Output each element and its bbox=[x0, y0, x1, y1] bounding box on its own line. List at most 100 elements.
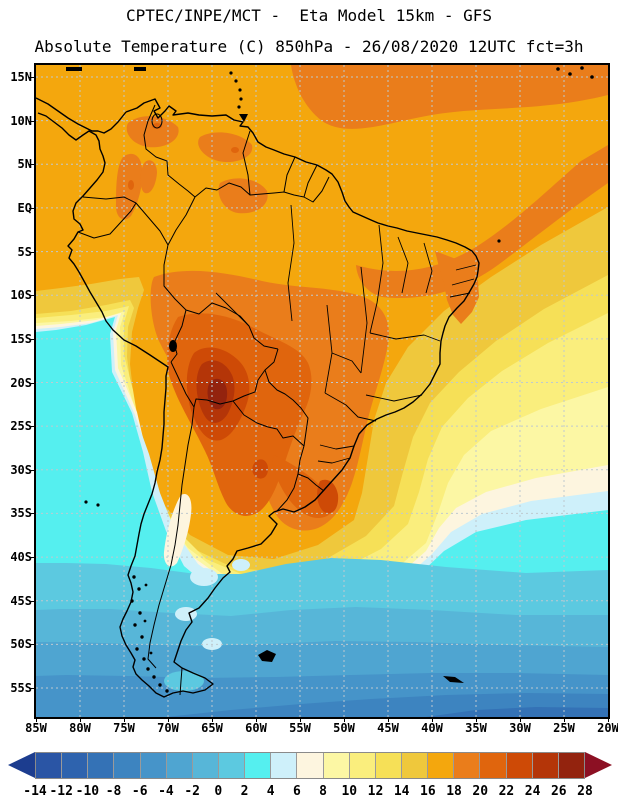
lon-tick-label: 30W bbox=[509, 721, 531, 735]
lat-tick-mark bbox=[29, 557, 34, 559]
country-borders bbox=[77, 104, 330, 696]
juan-fernandez-island-2 bbox=[96, 503, 100, 507]
colorbar-cell-14-to-16 bbox=[400, 753, 428, 778]
lon-tick-label: 60W bbox=[245, 721, 267, 735]
fernando-de-noronha-island bbox=[497, 239, 501, 243]
colorbar-left-arrow bbox=[8, 752, 35, 778]
colorbar-tick-label: 18 bbox=[446, 784, 462, 799]
colorbar-tick-label: 14 bbox=[393, 784, 410, 799]
lat-tick-mark bbox=[29, 251, 34, 253]
colorbar-tick-label: 28 bbox=[577, 784, 593, 799]
trinidad-island bbox=[239, 114, 248, 122]
temperature-contour-map bbox=[36, 65, 608, 717]
lat-tick-mark bbox=[29, 164, 34, 166]
colorbar-cell-22-to-24 bbox=[505, 753, 532, 778]
lat-tick-mark bbox=[29, 469, 34, 471]
colorbar-cell--4-to--2 bbox=[165, 753, 192, 778]
lat-tick-mark bbox=[29, 295, 34, 297]
colorbar-tick-label: -14 bbox=[23, 784, 47, 799]
central-hot-core bbox=[150, 251, 479, 531]
lat-tick-label: 5S bbox=[17, 244, 32, 259]
northern-warm-patches bbox=[115, 65, 608, 299]
latitude-gridlines bbox=[36, 76, 608, 689]
colorbar-tick-label: 10 bbox=[341, 784, 358, 799]
colorbar-tick-label: 22 bbox=[498, 784, 515, 799]
lat-tick-label: 15N bbox=[10, 70, 32, 84]
lon-tick-mark bbox=[256, 717, 257, 722]
lat-tick-label: 40S bbox=[10, 550, 32, 565]
lon-tick-label: 55W bbox=[289, 721, 311, 735]
lon-tick-mark bbox=[80, 717, 81, 722]
map-frame bbox=[34, 63, 610, 719]
lat-tick-mark bbox=[29, 207, 34, 209]
colorbar-tick-label: 16 bbox=[420, 784, 436, 799]
page-title: CPTEC/INPE/MCT - Eta Model 15km - GFS bbox=[125, 6, 493, 25]
colorbar-tick-label: 6 bbox=[292, 784, 301, 799]
lon-tick-label: 50W bbox=[333, 721, 355, 735]
colorbar-cell-18-to-20 bbox=[453, 753, 480, 778]
lon-tick-label: 65W bbox=[201, 721, 223, 735]
chilean-fjords-speckle bbox=[130, 575, 169, 693]
lat-tick-label: 10N bbox=[10, 113, 32, 128]
graticule bbox=[36, 65, 608, 717]
page-subtitle: Absolute Temperature (C) 850hPa - 26/08/… bbox=[34, 37, 584, 56]
lat-tick-mark bbox=[29, 688, 34, 689]
lon-tick-mark bbox=[36, 717, 37, 722]
colorbar-tick-label: 8 bbox=[319, 784, 328, 799]
colorbar-tick-label: 2 bbox=[240, 784, 249, 799]
lat-tick-label: 10S bbox=[10, 288, 32, 303]
colorbar-cell-12-to-14 bbox=[374, 753, 401, 778]
lon-tick-label: 70W bbox=[157, 721, 179, 735]
colorbar-cell--2-to-0 bbox=[191, 753, 218, 778]
lat-tick-label: 35S bbox=[10, 506, 32, 521]
lon-tick-mark bbox=[564, 717, 565, 722]
lat-tick-mark bbox=[29, 382, 34, 384]
lon-tick-label: 45W bbox=[377, 721, 399, 735]
longitude-gridlines bbox=[79, 65, 565, 717]
puerto-rico-fragment bbox=[134, 67, 146, 71]
lat-tick-label: 25S bbox=[10, 419, 32, 434]
lon-tick-label: 20W bbox=[597, 721, 618, 735]
coastlines bbox=[36, 97, 480, 698]
colorbar-cell--14-to--12 bbox=[36, 753, 62, 778]
lat-tick-label: 55S bbox=[10, 681, 32, 695]
colorbar-tick-label: -8 bbox=[105, 784, 122, 799]
lat-tick-mark bbox=[29, 513, 34, 515]
colorbar-tick-label: -2 bbox=[184, 784, 200, 799]
lat-tick-mark bbox=[29, 600, 34, 602]
lat-tick-label: 20S bbox=[10, 375, 32, 390]
lon-tick-label: 85W bbox=[25, 721, 47, 735]
lon-tick-label: 40W bbox=[421, 721, 443, 735]
colorbar-tick-label: 4 bbox=[266, 784, 275, 799]
colorbar-tick-label: 24 bbox=[524, 784, 541, 799]
colorbar-tick-label: -4 bbox=[158, 784, 174, 799]
lon-tick-mark bbox=[476, 717, 477, 722]
lon-tick-mark bbox=[608, 717, 609, 722]
colorbar-tick-label: 0 bbox=[214, 784, 223, 799]
colorbar-tick-label: -6 bbox=[131, 784, 148, 799]
colorbar-cell-6-to-8 bbox=[296, 753, 323, 778]
colorbar-cell-20-to-22 bbox=[479, 753, 506, 778]
colorbar-cell-10-to-12 bbox=[348, 753, 375, 778]
colorbar-cell-4-to-6 bbox=[270, 753, 297, 778]
state-borders bbox=[215, 204, 477, 464]
colorbar-right-arrow bbox=[585, 752, 612, 778]
central-america-coastline bbox=[36, 97, 127, 134]
lon-tick-label: 35W bbox=[465, 721, 487, 735]
colorbar-cell-24-to-26 bbox=[531, 753, 558, 778]
colorbar-tick-label: 26 bbox=[550, 784, 567, 799]
lon-tick-mark bbox=[388, 717, 389, 722]
lon-tick-mark bbox=[520, 717, 521, 722]
lon-tick-label: 25W bbox=[553, 721, 575, 735]
south-georgia-island bbox=[443, 676, 464, 683]
cape-verde-islands bbox=[556, 66, 594, 79]
colorbar-cell--12-to--10 bbox=[61, 753, 88, 778]
lat-tick-label: 30S bbox=[10, 462, 32, 477]
lat-tick-mark bbox=[29, 426, 34, 428]
colorbar-cells bbox=[35, 752, 585, 779]
lat-tick-label: EQ bbox=[17, 200, 32, 215]
falkland-islands bbox=[258, 650, 276, 662]
colorbar-cell--10-to--8 bbox=[87, 753, 114, 778]
colorbar-cell--6-to--4 bbox=[139, 753, 166, 778]
